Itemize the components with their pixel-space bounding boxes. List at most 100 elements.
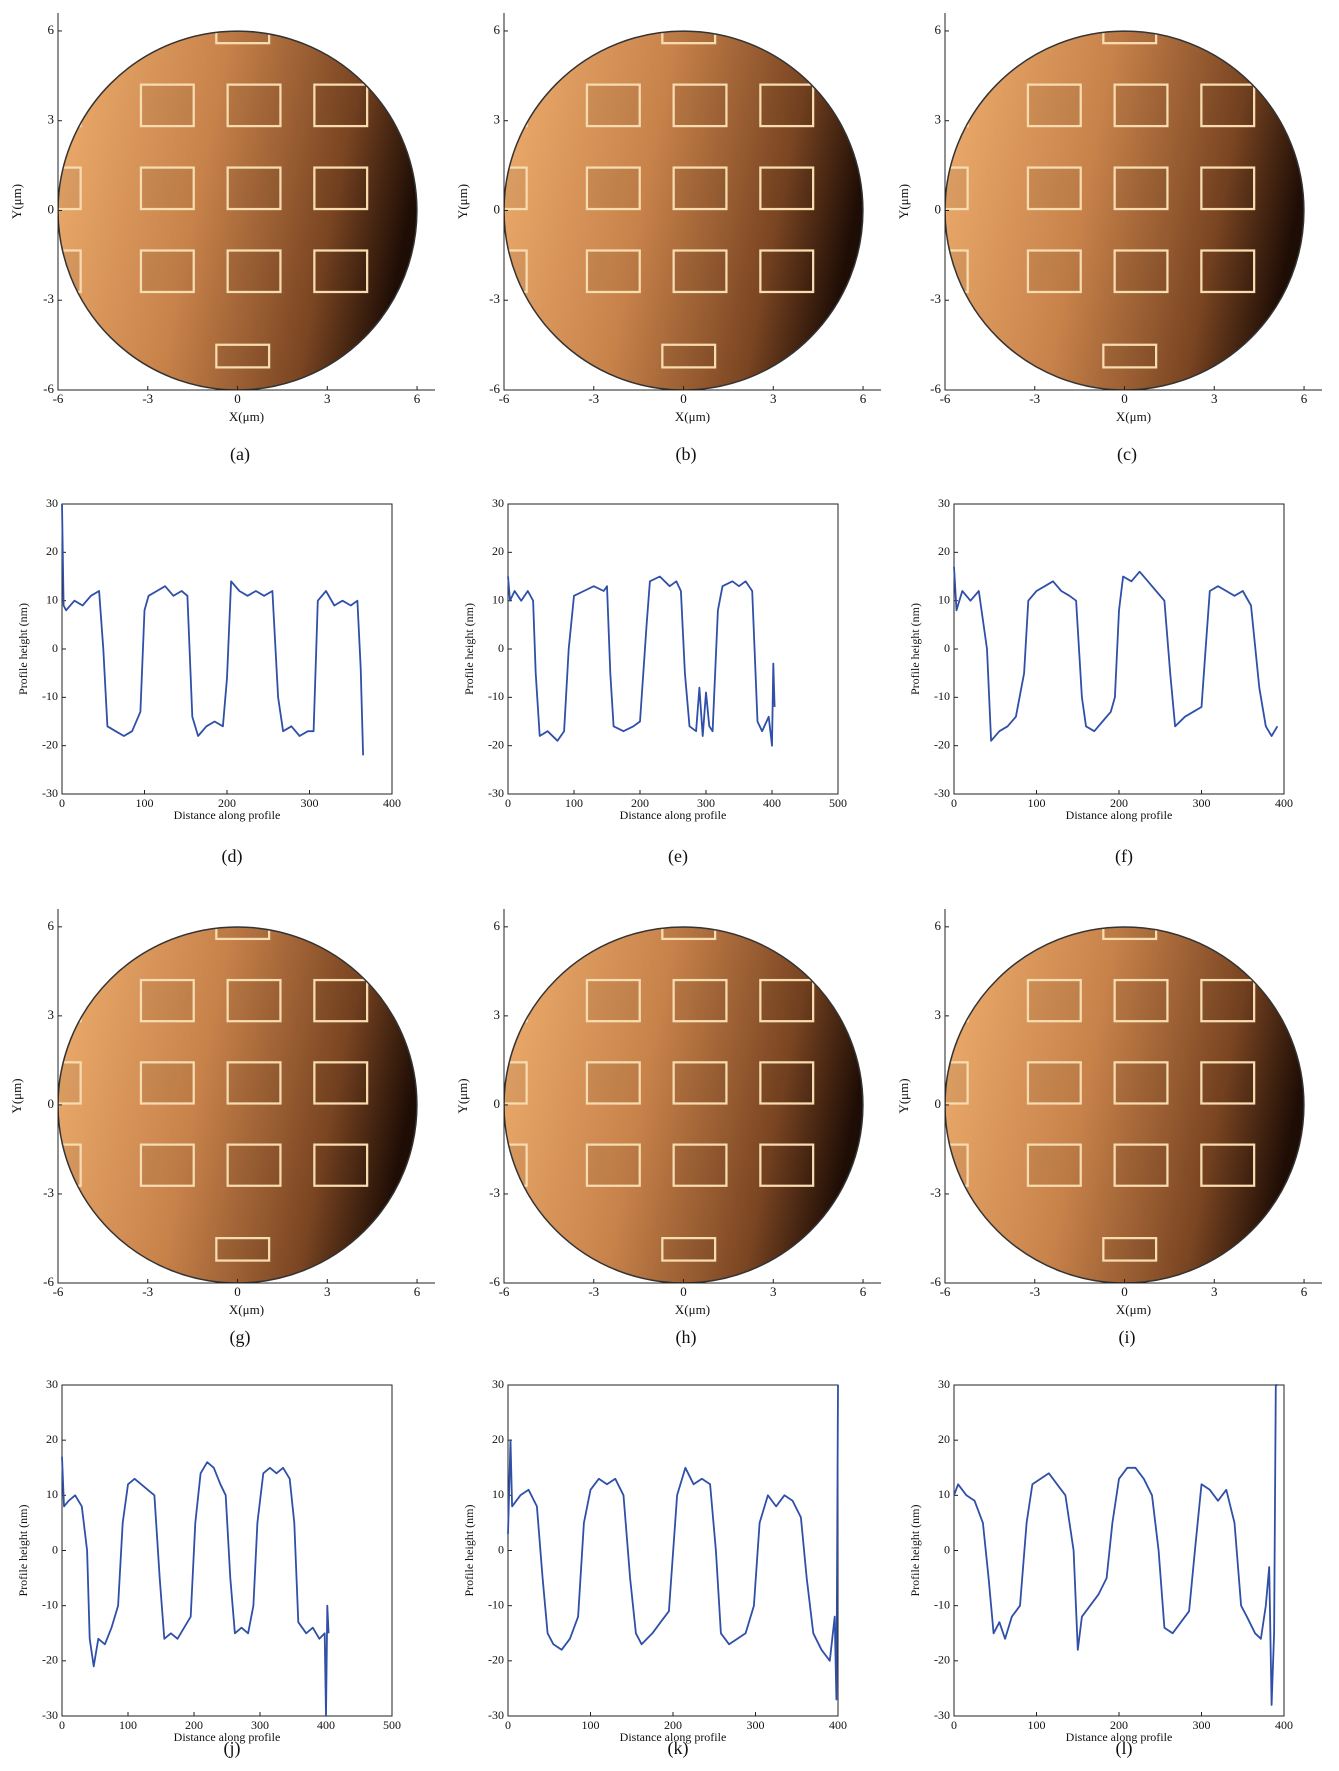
x-tick-label: 0 bbox=[951, 796, 957, 810]
y-tick-label: 10 bbox=[46, 592, 58, 606]
y-tick-label: -3 bbox=[489, 1185, 500, 1200]
y-tick-label: 0 bbox=[494, 201, 501, 216]
y-tick-label: -10 bbox=[42, 1597, 58, 1611]
y-tick-label: -30 bbox=[488, 786, 504, 800]
plot-frame bbox=[954, 504, 1284, 794]
y-tick-label: 0 bbox=[498, 1542, 504, 1556]
y-tick-label: 30 bbox=[46, 496, 58, 510]
y-axis-label: Profile height (nm) bbox=[908, 1505, 922, 1597]
y-tick-label: 0 bbox=[48, 1096, 55, 1111]
y-tick-label: 10 bbox=[492, 1487, 504, 1501]
x-tick-label: -6 bbox=[940, 1284, 951, 1299]
caption: (k) bbox=[668, 1738, 689, 1759]
x-axis-label: Distance along profile bbox=[620, 808, 727, 822]
x-tick-label: 400 bbox=[763, 796, 781, 810]
y-tick-label: -20 bbox=[42, 737, 58, 751]
x-tick-label: 100 bbox=[565, 796, 583, 810]
y-tick-label: 0 bbox=[52, 1542, 58, 1556]
x-tick-label: 3 bbox=[1211, 1284, 1218, 1299]
y-tick-label: -30 bbox=[934, 786, 950, 800]
caption: (c) bbox=[1117, 444, 1137, 465]
y-tick-label: 10 bbox=[938, 1487, 950, 1501]
afm-image bbox=[50, 909, 435, 1283]
profile-line bbox=[954, 567, 1277, 741]
x-tick-label: -6 bbox=[499, 1284, 510, 1299]
y-tick-label: -6 bbox=[930, 381, 941, 396]
y-tick-label: 3 bbox=[494, 112, 501, 127]
y-tick-label: -20 bbox=[934, 1653, 950, 1667]
y-tick-label: 0 bbox=[48, 201, 55, 216]
x-tick-label: 400 bbox=[383, 796, 401, 810]
y-tick-label: -6 bbox=[489, 1274, 500, 1289]
profile-line bbox=[954, 1385, 1277, 1705]
x-tick-label: 6 bbox=[1301, 1284, 1308, 1299]
y-axis-label: Profile height (nm) bbox=[908, 603, 922, 695]
y-tick-label: 10 bbox=[492, 592, 504, 606]
x-tick-label: 100 bbox=[119, 1718, 137, 1732]
y-tick-label: 30 bbox=[492, 496, 504, 510]
caption: (l) bbox=[1116, 1738, 1133, 1759]
x-axis-label: X(μm) bbox=[1116, 1302, 1151, 1317]
y-tick-label: 20 bbox=[938, 1432, 950, 1446]
y-tick-label: 3 bbox=[48, 112, 55, 127]
y-tick-label: 0 bbox=[944, 1542, 950, 1556]
caption: (j) bbox=[224, 1738, 241, 1759]
afm-image bbox=[50, 13, 435, 390]
y-tick-label: -6 bbox=[930, 1274, 941, 1289]
y-tick-label: 3 bbox=[48, 1007, 55, 1022]
x-tick-label: 500 bbox=[829, 796, 847, 810]
x-axis-label: X(μm) bbox=[1116, 409, 1151, 424]
y-tick-label: -6 bbox=[43, 381, 54, 396]
y-tick-label: 20 bbox=[46, 544, 58, 558]
y-tick-label: -10 bbox=[934, 1597, 950, 1611]
y-axis-label: Profile height (nm) bbox=[16, 603, 30, 695]
x-axis-label: X(μm) bbox=[229, 1302, 264, 1317]
afm-image bbox=[937, 909, 1322, 1283]
y-tick-label: -3 bbox=[930, 1185, 941, 1200]
y-axis-label: Y(μm) bbox=[896, 1078, 911, 1113]
caption: (e) bbox=[668, 846, 688, 867]
x-tick-label: 6 bbox=[414, 1284, 421, 1299]
y-axis-label: Y(μm) bbox=[455, 184, 470, 219]
y-tick-label: 30 bbox=[938, 1377, 950, 1391]
x-tick-label: -3 bbox=[142, 1284, 153, 1299]
x-axis-label: X(μm) bbox=[675, 409, 710, 424]
x-tick-label: 0 bbox=[680, 1284, 687, 1299]
y-tick-label: -10 bbox=[488, 1597, 504, 1611]
plot-frame bbox=[508, 504, 838, 794]
x-tick-label: 100 bbox=[582, 1718, 600, 1732]
x-tick-label: -3 bbox=[142, 391, 153, 406]
y-tick-label: 6 bbox=[935, 22, 942, 37]
x-tick-label: 400 bbox=[1275, 796, 1293, 810]
caption: (g) bbox=[230, 1327, 251, 1348]
afm-image bbox=[937, 13, 1322, 390]
x-tick-label: -6 bbox=[499, 391, 510, 406]
x-tick-label: 6 bbox=[860, 1284, 867, 1299]
x-tick-label: 0 bbox=[505, 1718, 511, 1732]
y-tick-label: 6 bbox=[494, 22, 501, 37]
x-tick-label: 3 bbox=[1211, 391, 1218, 406]
x-tick-label: 0 bbox=[951, 1718, 957, 1732]
x-tick-label: 0 bbox=[59, 1718, 65, 1732]
x-tick-label: 3 bbox=[324, 391, 331, 406]
y-tick-label: -20 bbox=[42, 1653, 58, 1667]
x-tick-label: 400 bbox=[317, 1718, 335, 1732]
y-axis-label: Profile height (nm) bbox=[462, 603, 476, 695]
x-tick-label: 500 bbox=[383, 1718, 401, 1732]
y-axis-label: Y(μm) bbox=[455, 1078, 470, 1113]
plot-frame bbox=[954, 1385, 1284, 1716]
y-tick-label: 30 bbox=[938, 496, 950, 510]
x-tick-label: 0 bbox=[234, 1284, 241, 1299]
y-tick-label: 0 bbox=[494, 1096, 501, 1111]
y-tick-label: -3 bbox=[489, 291, 500, 306]
y-tick-label: 6 bbox=[935, 918, 942, 933]
y-tick-label: 3 bbox=[935, 1007, 942, 1022]
page: {"chart_data": [ {"type": "image", "capt… bbox=[0, 0, 1339, 1771]
y-tick-label: 10 bbox=[938, 592, 950, 606]
y-tick-label: 20 bbox=[46, 1432, 58, 1446]
profile-line bbox=[508, 577, 775, 746]
y-tick-label: 6 bbox=[48, 22, 55, 37]
y-axis-label: Y(μm) bbox=[9, 1078, 24, 1113]
y-tick-label: 20 bbox=[492, 544, 504, 558]
y-tick-label: 6 bbox=[48, 918, 55, 933]
